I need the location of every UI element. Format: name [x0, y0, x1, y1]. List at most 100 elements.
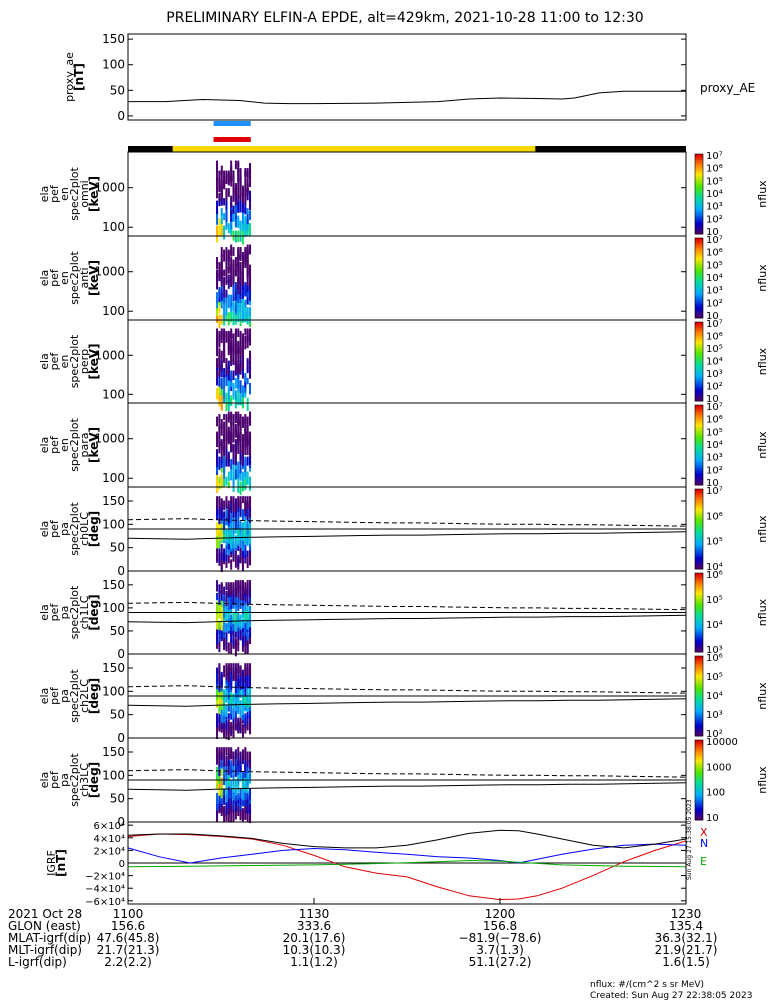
- spectrogram-pixel: [244, 215, 247, 229]
- spectrogram-pixel: [223, 469, 226, 480]
- spectrogram-pixel: [249, 446, 252, 457]
- spectrogram-pixel: [218, 183, 221, 190]
- spectrogram-pixel: [216, 160, 219, 172]
- colorbar-cell: [695, 658, 703, 661]
- spectrogram-pixel: [230, 663, 233, 672]
- colorbar-tick-label: 10⁵: [706, 427, 723, 438]
- spectrogram-pixel: [234, 788, 237, 796]
- spectrogram-pixel: [230, 640, 233, 655]
- colorbar-cell: [695, 212, 703, 215]
- colorbar-cell: [695, 527, 703, 530]
- colorbar-cell: [695, 184, 703, 187]
- y-label-line: pef: [48, 519, 61, 538]
- spectrogram-pixel: [216, 627, 219, 641]
- spectrogram-pixel: [237, 411, 240, 426]
- spectrogram-pixel: [241, 771, 244, 780]
- spectrogram-pixel: [225, 582, 228, 590]
- y-label-line: ela: [38, 688, 51, 705]
- colorbar-cell: [695, 266, 703, 269]
- spectrogram-pixel: [244, 168, 247, 178]
- spectrogram-pixel: [241, 682, 244, 697]
- spectrogram-pixel: [218, 608, 221, 619]
- spectrogram-pixel: [225, 397, 228, 411]
- colorbar-cell: [695, 300, 703, 303]
- colorbar-cell: [695, 190, 703, 193]
- colorbar-label-text: nflux: [756, 515, 769, 543]
- colorbar-tick-label: 10⁴: [706, 691, 723, 702]
- colorbar-cell: [695, 457, 703, 460]
- time-axis-label: 1230: [671, 907, 702, 921]
- colorbar-cell: [695, 794, 703, 797]
- spectrogram-pixel: [244, 758, 247, 767]
- y-label-line: pa: [58, 606, 71, 620]
- legend-E: E: [700, 855, 707, 868]
- spectrogram-pixel: [223, 421, 226, 433]
- colorbar-cell: [695, 431, 703, 434]
- spectrogram-pixel: [246, 282, 249, 293]
- spectrogram-pixel: [225, 392, 228, 403]
- colorbar-cell: [695, 383, 703, 386]
- time-axis-label: 1100: [113, 907, 144, 921]
- colorbar-cell: [695, 475, 703, 478]
- spectrogram-pixel: [239, 788, 242, 799]
- panel-pa_ch1: 050100150elapefpaspec2plotch1LC[deg]10³1…: [38, 570, 769, 661]
- spectrogram-pixel: [249, 350, 252, 361]
- spectrogram-pixel: [249, 751, 252, 760]
- colorbar-cell: [695, 529, 703, 532]
- colorbar-tick-label: 10²: [706, 465, 723, 476]
- colorbar-cell: [695, 419, 703, 422]
- footer-value: 156.8: [483, 919, 517, 933]
- colorbar-tick-label: 10⁴: [706, 357, 723, 368]
- spectrogram-pixel: [220, 449, 223, 460]
- spectrogram-pixel: [234, 377, 237, 389]
- plot-title: PRELIMINARY ELFIN-A EPDE, alt=429km, 202…: [166, 10, 643, 26]
- spectrogram-pixel: [232, 704, 235, 718]
- colorbar-tick-label: 10⁵: [706, 260, 723, 271]
- spectrogram-pixel: [220, 456, 223, 464]
- spectrogram-pixel: [223, 225, 226, 240]
- colorbar-tick-label: 10⁶: [706, 511, 723, 522]
- spectrogram-pixel: [232, 370, 235, 378]
- anti-loss-cone-line: [127, 518, 687, 527]
- spectrogram-pixel: [230, 590, 233, 605]
- spectrogram-pixel: [234, 282, 237, 292]
- colorbar-cell: [695, 302, 703, 305]
- y-tick-label: 50: [110, 541, 125, 555]
- spectrogram-pixel: [223, 548, 226, 562]
- colorbar-cell: [695, 240, 703, 243]
- spectrogram-pixel: [220, 582, 223, 592]
- colorbar-cell: [695, 802, 703, 805]
- colorbar-cell: [695, 642, 703, 645]
- spectrogram-pixel: [246, 471, 249, 485]
- spectrogram-pixel: [246, 190, 249, 201]
- spectrogram-pixel: [246, 706, 249, 719]
- spectrogram-pixel: [246, 168, 249, 178]
- colorbar-cell: [695, 600, 703, 604]
- spectrogram-pixel: [230, 559, 233, 570]
- spectrogram-pixel: [239, 247, 242, 261]
- spectrogram-pixel: [227, 274, 230, 284]
- spectrogram-pixel: [246, 520, 249, 534]
- spectrogram-pixel: [246, 751, 249, 764]
- footer-row-label: MLT-igrf(dip): [8, 943, 82, 957]
- spectrogram-pixel: [225, 496, 228, 506]
- spectrogram-pixel: [225, 509, 228, 518]
- spectrogram-pixel: [234, 454, 237, 466]
- spectrogram-pixel: [218, 792, 221, 803]
- spectrogram-pixel: [241, 618, 244, 629]
- spectrogram-pixel: [241, 522, 244, 531]
- spectrogram-pixel: [246, 684, 249, 697]
- spectrogram-pixel: [223, 213, 226, 221]
- spectrogram-pixel: [227, 312, 230, 326]
- colorbar-cell: [695, 256, 703, 259]
- spectrogram-pixel: [225, 808, 228, 822]
- loss-cone-line: [127, 531, 687, 540]
- footer-value: 20.1(17.6): [283, 931, 346, 945]
- y-tick-label: −6×10⁴: [85, 897, 125, 908]
- colorbar-cell: [695, 331, 703, 335]
- spectrogram-pixel: [239, 390, 242, 402]
- spectrogram-pixel: [244, 520, 247, 527]
- colorbar-cell: [695, 682, 703, 685]
